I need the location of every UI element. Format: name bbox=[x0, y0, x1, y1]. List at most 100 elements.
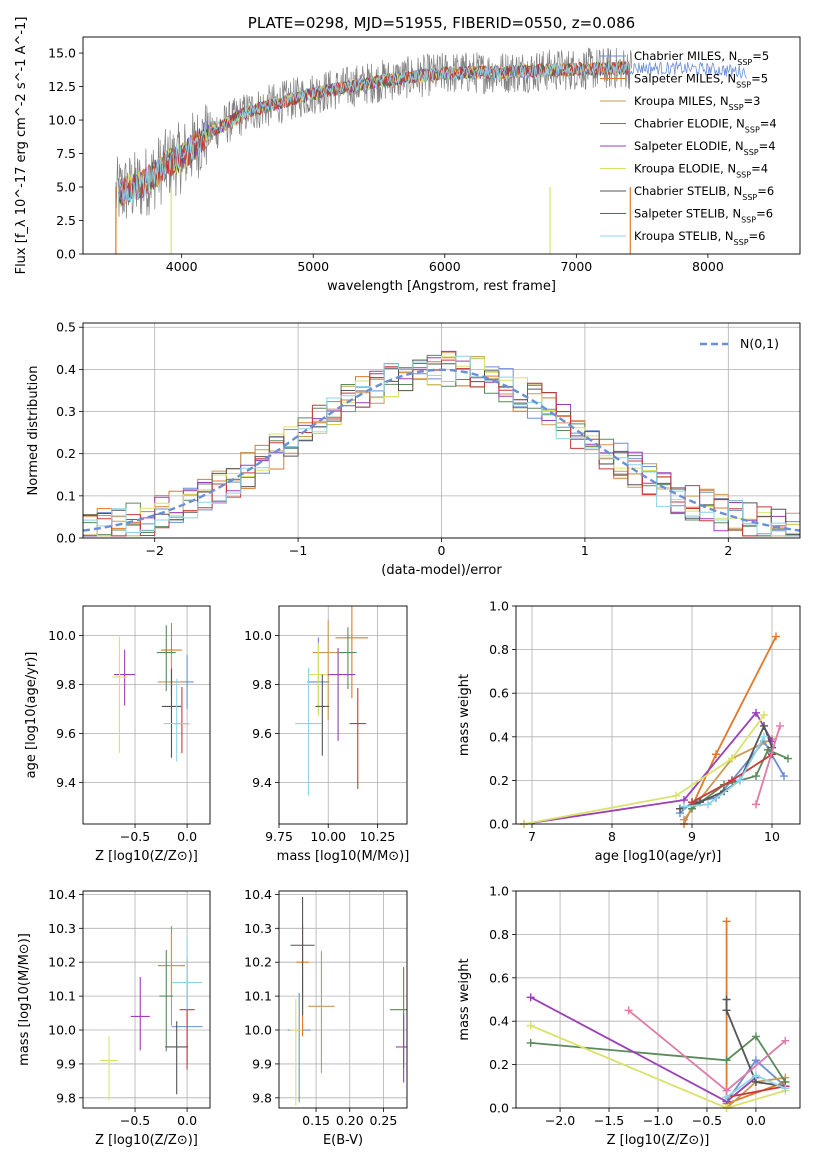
weight-marker bbox=[704, 800, 712, 809]
weight-marker bbox=[526, 1038, 535, 1047]
chart-6: 0.15 0.20 0.25 9.8 9.9 10.0 10.1 10.2 10.3 10.4 E(… bbox=[244, 887, 408, 1148]
x-tick-label: 7000 bbox=[560, 259, 592, 274]
histogram-7 bbox=[83, 359, 800, 537]
y-tick-label: 0.2 bbox=[489, 1057, 509, 1072]
y-tick-label: 0.1 bbox=[56, 488, 76, 503]
x-tick-label: 0.0 bbox=[746, 1113, 766, 1128]
weight-line-7 bbox=[726, 1085, 786, 1099]
weight-marker bbox=[680, 815, 688, 824]
x-axis-label: (data-model)/error bbox=[381, 563, 502, 578]
y-tick-label: 10.3 bbox=[48, 921, 76, 936]
histogram-8 bbox=[83, 355, 800, 537]
x-axis-label: Z [log10(Z/Z⊙)] bbox=[95, 849, 198, 864]
y-tick-label: 0.8 bbox=[489, 642, 509, 657]
x-tick-label: 0 bbox=[438, 543, 446, 558]
axes-frame bbox=[82, 890, 211, 1109]
axes-frame bbox=[82, 36, 801, 255]
x-tick-label: 0.25 bbox=[369, 1113, 397, 1128]
weight-marker bbox=[688, 798, 696, 807]
y-tick-label: 15.0 bbox=[48, 46, 76, 61]
y-tick-label: 1.0 bbox=[489, 884, 509, 899]
weight-marker bbox=[722, 1006, 731, 1015]
x-tick-label: −1.0 bbox=[643, 1113, 673, 1128]
weight-line-6 bbox=[725, 999, 786, 1088]
y-tick-label: 0.2 bbox=[489, 773, 509, 788]
weight-marker bbox=[672, 791, 680, 800]
y-tick-label: 2.5 bbox=[56, 213, 76, 228]
y-tick-label: 0.4 bbox=[489, 1014, 509, 1029]
weight-line-8 bbox=[683, 736, 765, 808]
y-tick-label: 1.0 bbox=[489, 599, 509, 614]
y-axis-label: age [log10(age/yr)] bbox=[24, 652, 39, 779]
weight-marker bbox=[784, 754, 792, 763]
legend-label: Kroupa ELODIE, NSSP=4 bbox=[634, 162, 768, 180]
y-tick-label: 9.8 bbox=[252, 677, 272, 692]
y-tick-label: 0.3 bbox=[56, 404, 76, 419]
x-tick-label: −0.5 bbox=[692, 1113, 722, 1128]
weight-marker bbox=[751, 1032, 760, 1041]
y-tick-label: 10.0 bbox=[244, 1023, 272, 1038]
y-axis-label: mass weight bbox=[457, 674, 472, 756]
x-tick-label: 2 bbox=[724, 543, 732, 558]
legend-label: Chabrier MILES, NSSP=5 bbox=[634, 49, 769, 67]
x-axis-label: E(B-V) bbox=[323, 1133, 363, 1148]
legend-label: N(0,1) bbox=[740, 336, 779, 351]
y-tick-label: 0.0 bbox=[489, 1101, 509, 1116]
weight-marker bbox=[780, 772, 788, 781]
y-axis-label: Flux [f_λ 10^-17 erg cm^-2 s^-1 A^-1] bbox=[14, 17, 29, 275]
legend-label: Chabrier STELIB, NSSP=6 bbox=[634, 184, 774, 202]
axes-frame bbox=[278, 605, 408, 825]
weight-marker bbox=[722, 995, 731, 1004]
x-tick-label: 0.20 bbox=[336, 1113, 364, 1128]
weight-line-2 bbox=[683, 738, 773, 821]
axes-frame bbox=[82, 605, 211, 825]
y-tick-label: 0.0 bbox=[489, 817, 509, 832]
y-tick-label: 9.6 bbox=[56, 726, 76, 741]
weight-marker bbox=[722, 1056, 731, 1065]
y-tick-label: 10.2 bbox=[48, 955, 76, 970]
chart-2: −0.5 0.0 9.4 9.6 9.8 10.0 Z [log10(Z/Z⊙)] age [… bbox=[24, 605, 211, 864]
x-tick-label: 10 bbox=[764, 829, 780, 844]
x-axis-label: age [log10(age/yr)] bbox=[595, 849, 722, 864]
weight-marker bbox=[722, 1086, 731, 1095]
weight-marker bbox=[752, 772, 760, 781]
x-tick-label: −1.5 bbox=[594, 1113, 624, 1128]
chart-4: 7 8 9 10 0.0 0.2 0.4 0.6 0.8 1.0 age [log10(age/yr… bbox=[457, 599, 801, 864]
weight-marker bbox=[752, 800, 760, 809]
y-tick-label: 9.9 bbox=[56, 1056, 76, 1071]
y-axis-label: mass [log10(M/M⊙)] bbox=[17, 933, 32, 1066]
chart-title: PLATE=0298, MJD=51955, FIBERID=0550, z=0… bbox=[248, 14, 635, 32]
y-tick-label: 9.8 bbox=[56, 677, 76, 692]
y-tick-label: 10.2 bbox=[244, 955, 272, 970]
y-tick-label: 9.4 bbox=[252, 775, 272, 790]
chart-0: 4000 5000 6000 7000 8000 0.0 2.5 5.0 7.5 10.0 12.5… bbox=[14, 14, 801, 294]
weight-marker bbox=[760, 732, 768, 741]
x-tick-label: 9.75 bbox=[265, 829, 293, 844]
x-tick-label: 10.25 bbox=[360, 829, 396, 844]
x-axis-label: mass [log10(M/M⊙)] bbox=[277, 849, 410, 864]
y-tick-label: 0.0 bbox=[56, 247, 76, 262]
x-tick-label: 0.15 bbox=[302, 1113, 330, 1128]
y-tick-label: 9.6 bbox=[252, 726, 272, 741]
y-axis-label: Normed distribution bbox=[26, 366, 41, 496]
x-tick-label: −0.5 bbox=[120, 1113, 150, 1128]
x-axis-label: wavelength [Angstrom, rest frame] bbox=[327, 279, 556, 294]
y-tick-label: 0.6 bbox=[489, 970, 509, 985]
y-tick-label: 0.5 bbox=[56, 320, 76, 335]
x-tick-label: 5000 bbox=[297, 259, 329, 274]
y-tick-label: 10.4 bbox=[48, 887, 76, 902]
weight-marker bbox=[526, 993, 535, 1002]
weight-line-4 bbox=[523, 711, 773, 824]
weight-marker bbox=[751, 1071, 760, 1080]
x-tick-label: 8000 bbox=[692, 259, 724, 274]
y-tick-label: 10.0 bbox=[48, 1023, 76, 1038]
weight-marker bbox=[781, 1036, 790, 1045]
weight-marker bbox=[760, 711, 768, 719]
x-tick-label: 7 bbox=[528, 829, 536, 844]
y-tick-label: 10.0 bbox=[244, 628, 272, 643]
y-tick-label: 0.4 bbox=[56, 362, 76, 377]
weight-marker bbox=[728, 754, 736, 763]
y-tick-label: 9.8 bbox=[56, 1090, 76, 1105]
chart-1: −2 −1 0 1 2 0.0 0.1 0.2 0.3 0.4 0.5 (data-model)/er… bbox=[26, 320, 801, 578]
